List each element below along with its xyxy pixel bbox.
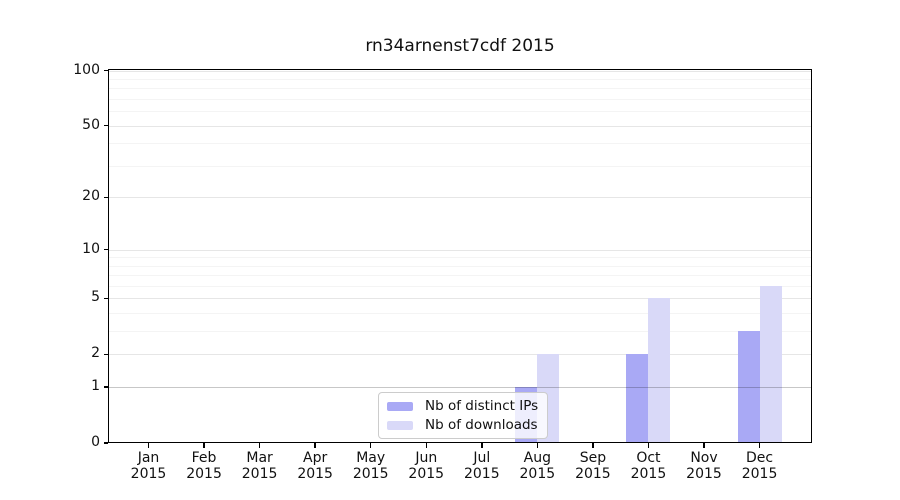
legend-swatch-distinct-ips-icon bbox=[387, 401, 413, 411]
gridline-minor bbox=[108, 275, 812, 277]
gridline-major bbox=[108, 70, 812, 72]
y-tick-label: 1 bbox=[91, 378, 100, 395]
gridline-minor bbox=[108, 257, 812, 259]
gridline-minor bbox=[108, 165, 812, 167]
legend-label-distinct-ips: Nb of distinct IPs bbox=[425, 398, 539, 414]
x-tick-mark bbox=[258, 443, 261, 448]
y-tick-mark bbox=[103, 442, 108, 444]
y-tick-mark bbox=[103, 69, 108, 72]
y-tick-label: 50 bbox=[82, 116, 100, 133]
gridline-major bbox=[108, 298, 812, 300]
x-tick-label: Jan 2015 bbox=[121, 450, 177, 482]
y-tick-label: 100 bbox=[73, 61, 100, 78]
x-tick-mark bbox=[592, 443, 594, 448]
gridline-minor bbox=[108, 111, 812, 113]
y-tick-mark bbox=[103, 297, 108, 300]
bar-distinct-ips-dec bbox=[737, 331, 760, 442]
x-tick-year: 2015 bbox=[630, 465, 667, 482]
x-tick-month: Aug bbox=[523, 450, 552, 466]
y-tick-label: 2 bbox=[91, 345, 100, 362]
y-tick-mark bbox=[103, 353, 108, 356]
x-tick-mark bbox=[536, 443, 539, 448]
gridline-minor bbox=[108, 285, 812, 287]
legend-label-downloads: Nb of downloads bbox=[425, 417, 538, 433]
x-tick-month: Apr bbox=[303, 450, 328, 466]
x-tick-year: 2015 bbox=[130, 465, 167, 482]
x-tick-month: Jan bbox=[137, 450, 160, 466]
bar-downloads-dec bbox=[759, 285, 782, 442]
gridline-minor bbox=[108, 265, 812, 267]
x-tick-year: 2015 bbox=[686, 465, 722, 482]
x-tick-month: Dec bbox=[746, 450, 774, 466]
x-tick-mark bbox=[314, 443, 316, 448]
x-tick-month: Jun bbox=[415, 450, 438, 466]
x-tick-year: 2015 bbox=[352, 465, 389, 482]
x-tick-label: Nov 2015 bbox=[676, 450, 732, 482]
y-tick-mark bbox=[103, 248, 108, 251]
gridline-unit bbox=[108, 386, 812, 389]
bar-downloads-oct bbox=[648, 298, 671, 442]
gridline-minor bbox=[108, 143, 812, 145]
y-tick-label: 10 bbox=[82, 240, 100, 257]
x-tick-month: Oct bbox=[636, 450, 661, 466]
gridline-major bbox=[108, 125, 812, 127]
gridline-major bbox=[108, 354, 812, 356]
x-tick-month: Jul bbox=[473, 450, 491, 466]
x-tick-year: 2015 bbox=[186, 465, 222, 482]
x-tick-year: 2015 bbox=[408, 465, 445, 482]
y-tick-label: 20 bbox=[82, 188, 100, 205]
x-tick-year: 2015 bbox=[519, 465, 556, 482]
x-tick-label: Oct 2015 bbox=[620, 450, 676, 482]
gridline-minor bbox=[108, 99, 812, 101]
legend-item-distinct-ips: Nb of distinct IPs bbox=[387, 398, 538, 414]
x-tick-label: Mar 2015 bbox=[232, 450, 288, 482]
gridline-minor bbox=[108, 331, 812, 333]
x-tick-year: 2015 bbox=[241, 465, 278, 482]
x-tick-label: Aug 2015 bbox=[509, 450, 565, 482]
chart-title: rn34arnenst7cdf 2015 bbox=[365, 36, 555, 56]
bar-distinct-ips-oct bbox=[626, 354, 649, 442]
x-tick-label: Dec 2015 bbox=[732, 450, 788, 482]
x-tick-year: 2015 bbox=[741, 465, 778, 482]
y-tick-mark bbox=[103, 124, 108, 127]
x-tick-mark bbox=[369, 443, 372, 448]
x-tick-label: May 2015 bbox=[343, 450, 399, 482]
x-tick-mark bbox=[203, 443, 205, 448]
x-tick-month: Feb bbox=[191, 450, 217, 466]
x-tick-mark bbox=[425, 443, 427, 448]
y-tick-mark bbox=[103, 386, 108, 388]
gridline-minor bbox=[108, 78, 812, 80]
x-tick-label: Jul 2015 bbox=[454, 450, 510, 482]
x-tick-year: 2015 bbox=[575, 465, 611, 482]
x-tick-year: 2015 bbox=[297, 465, 333, 482]
x-tick-label: Jun 2015 bbox=[398, 450, 454, 482]
x-tick-month: May bbox=[356, 450, 386, 466]
x-tick-month: Nov bbox=[690, 450, 718, 466]
x-tick-mark bbox=[647, 443, 650, 448]
x-tick-month: Sep bbox=[579, 450, 607, 466]
x-tick-mark bbox=[758, 443, 761, 448]
x-tick-mark bbox=[703, 443, 705, 448]
x-tick-year: 2015 bbox=[463, 465, 500, 482]
legend-item-downloads: Nb of downloads bbox=[387, 417, 538, 433]
legend-swatch-downloads-icon bbox=[387, 420, 413, 430]
x-tick-mark bbox=[481, 443, 483, 448]
x-tick-mark bbox=[147, 443, 150, 448]
y-tick-mark bbox=[103, 196, 108, 199]
gridline-major bbox=[108, 249, 812, 251]
gridline-minor bbox=[108, 88, 812, 90]
y-tick-label: 5 bbox=[91, 289, 100, 306]
x-tick-label: Feb 2015 bbox=[176, 450, 232, 482]
legend: Nb of distinct IPs Nb of downloads bbox=[378, 392, 549, 439]
x-tick-month: Mar bbox=[246, 450, 273, 466]
gridline-minor bbox=[108, 313, 812, 315]
gridline-major bbox=[108, 197, 812, 199]
x-tick-label: Sep 2015 bbox=[565, 450, 621, 482]
x-tick-label: Apr 2015 bbox=[287, 450, 343, 482]
y-tick-label: 0 bbox=[91, 434, 100, 450]
